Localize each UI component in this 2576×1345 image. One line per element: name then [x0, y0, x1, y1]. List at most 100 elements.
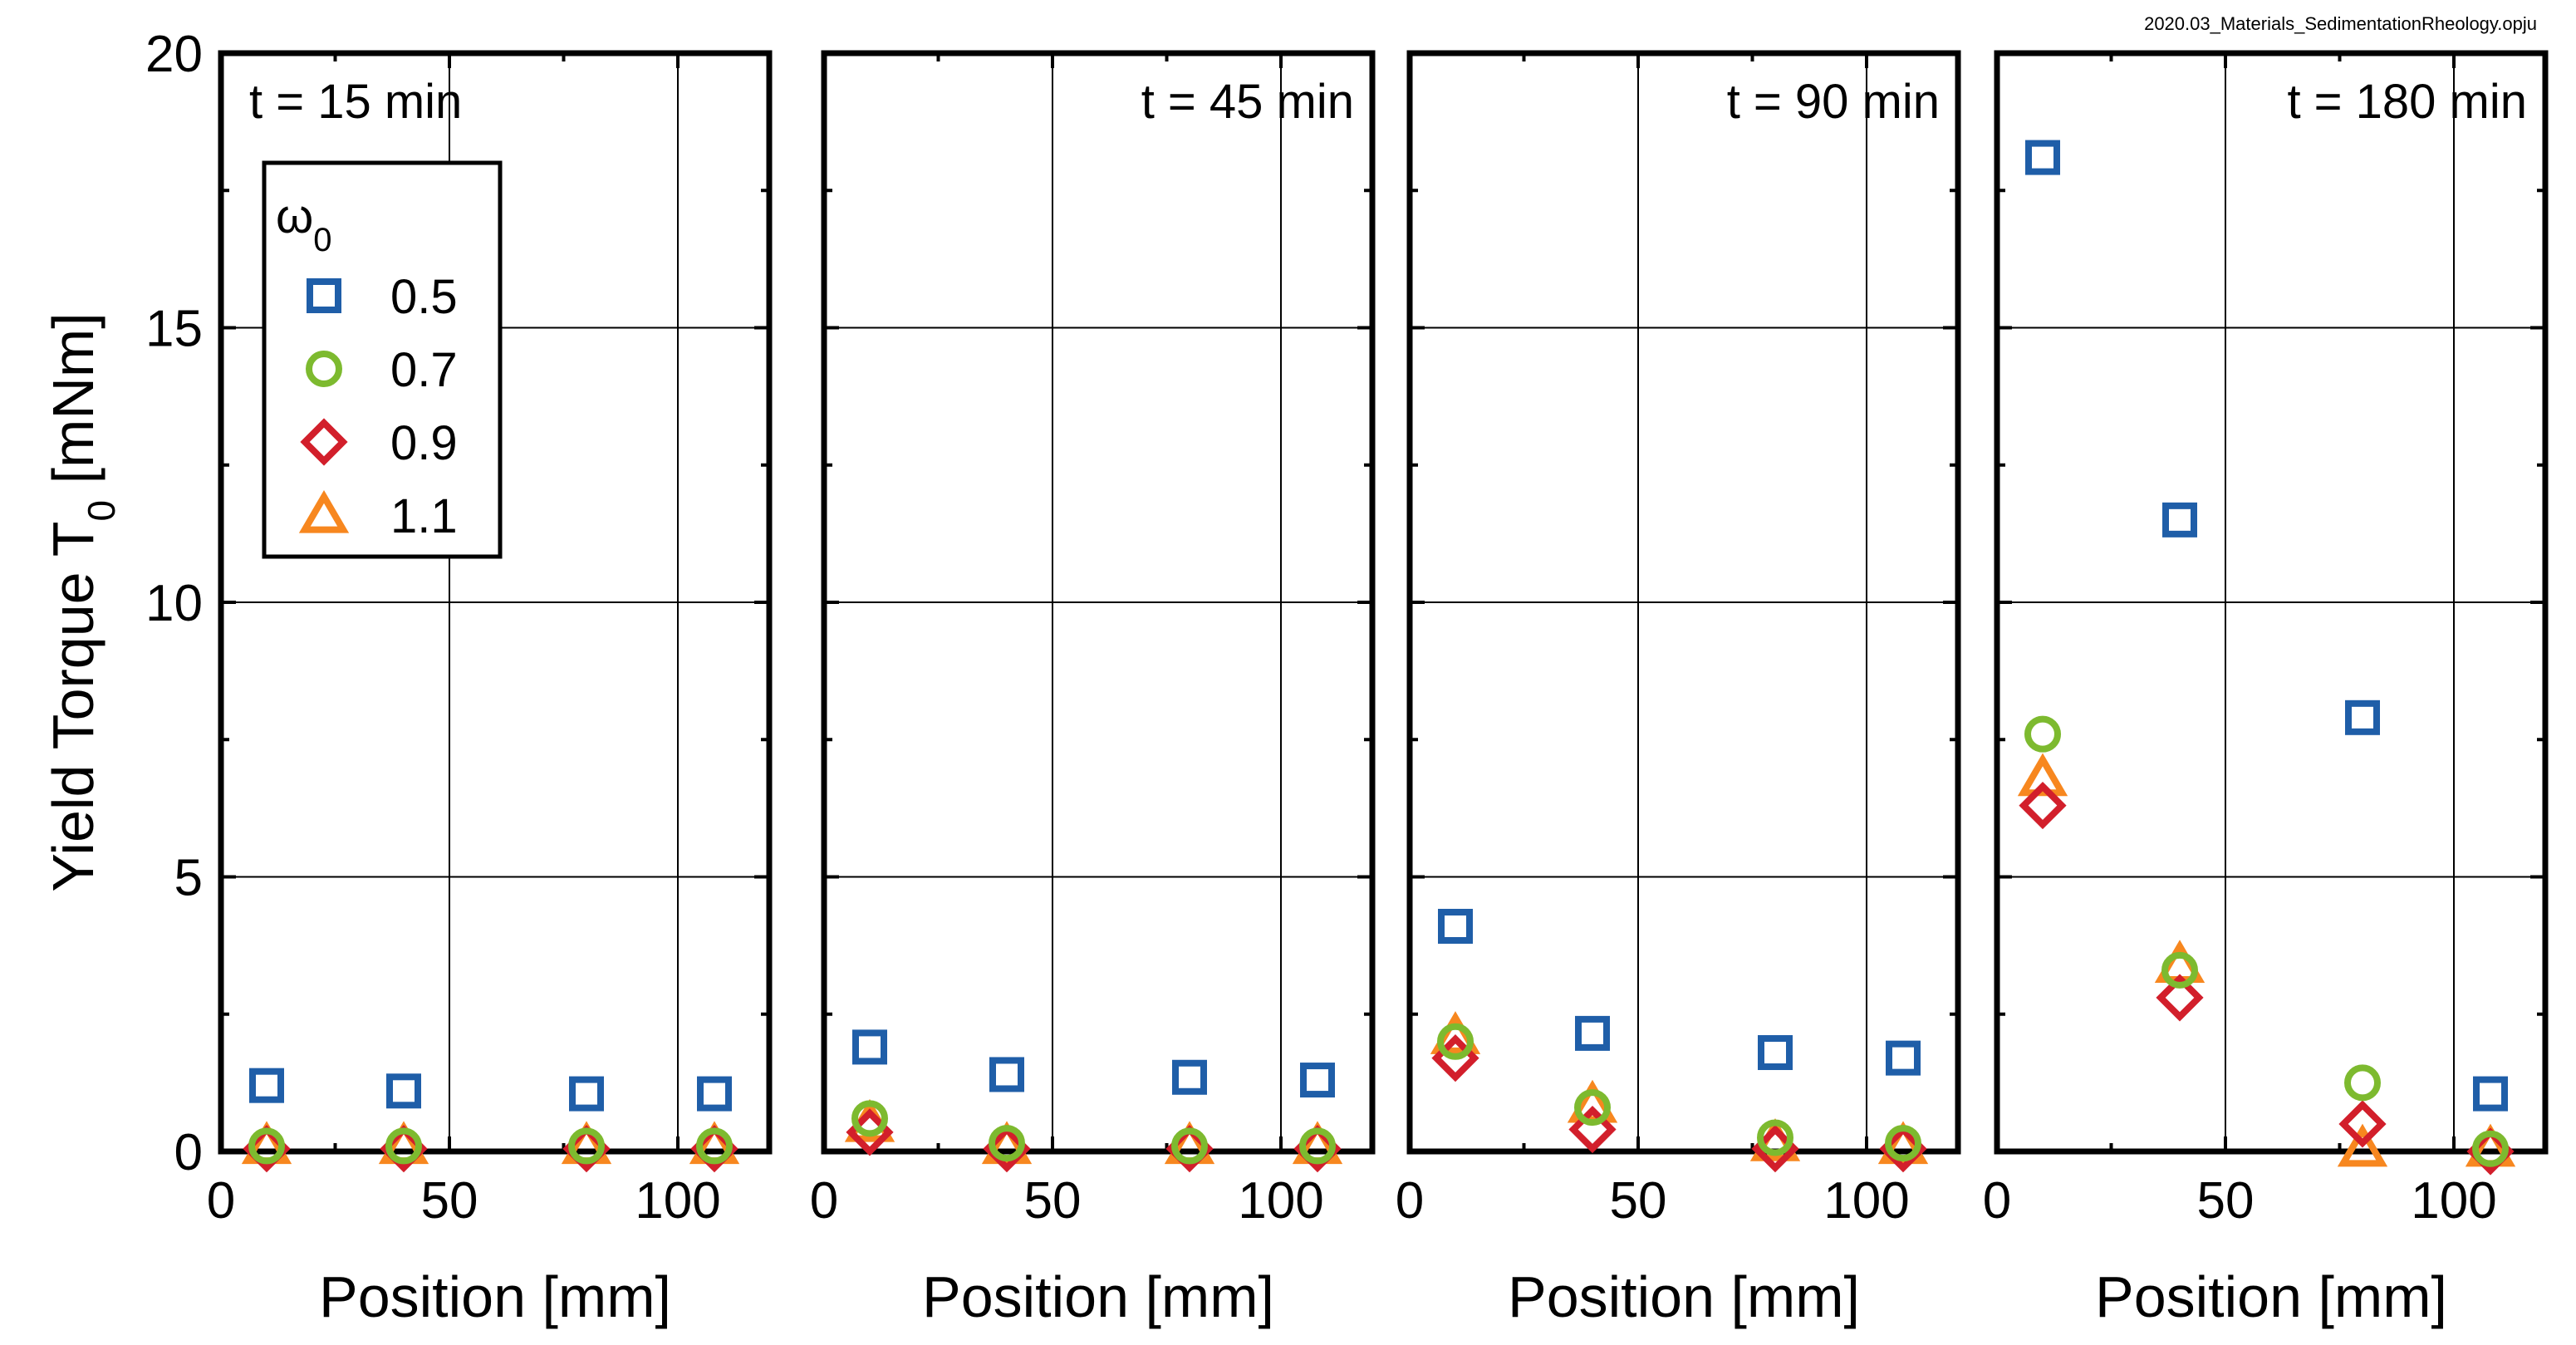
data-point	[989, 1125, 1025, 1162]
data-point	[386, 1073, 421, 1109]
plot-frame	[1406, 50, 1961, 1155]
legend-label: 0.9	[390, 416, 458, 470]
legend-marker	[306, 351, 342, 387]
series-0_5	[1438, 908, 1921, 1076]
series-0_7	[2024, 715, 2509, 1167]
data-point	[1568, 1105, 1617, 1154]
series-0_7	[851, 1100, 1336, 1165]
plot-frame	[1994, 50, 2549, 1155]
panel-label: t = 90 min	[1727, 75, 1940, 129]
x-tick-label: 0	[810, 1172, 838, 1230]
x-axis-title: Position [mm]	[2095, 1264, 2447, 1329]
data-point	[1171, 1127, 1208, 1165]
x-tick-label: 50	[1024, 1172, 1082, 1230]
chart-panels: 0 50 100 0 5 10 15 20 Position [mm] t = 15 min 0 50…	[145, 26, 2549, 1329]
panel-4: 0 50 100 Position [mm] t = 180 min	[1983, 50, 2549, 1329]
x-tick-label: 0	[207, 1172, 235, 1230]
x-tick-label: 0	[1983, 1172, 2011, 1230]
data-point	[1885, 1125, 1921, 1162]
panel-label: t = 45 min	[1141, 75, 1354, 129]
data-point	[2344, 1064, 2381, 1102]
data-point	[1758, 1035, 1793, 1071]
panel-1: 0 50 100 0 5 10 15 20 Position [mm] t = 15 min	[145, 26, 773, 1329]
data-point	[2337, 1123, 2388, 1167]
x-axis-title: Position [mm]	[1508, 1264, 1860, 1329]
data-point	[1172, 1059, 1207, 1095]
legend-label: 0.7	[390, 343, 458, 397]
panel-3: 0 50 100 Position [mm] t = 90 min	[1396, 50, 1961, 1329]
legend-title: ω0	[276, 189, 332, 258]
data-point	[2472, 1130, 2509, 1167]
series-1_1	[1430, 1011, 1929, 1165]
data-point	[1886, 1040, 1921, 1076]
data-point	[569, 1076, 604, 1112]
series-0_9	[1431, 1034, 1927, 1173]
y-axis-title-text: Yield Torque T0 [mNm]	[41, 312, 123, 891]
plot-frame	[218, 50, 773, 1155]
x-tick-label: 100	[635, 1172, 720, 1230]
y-tick-label: 5	[174, 850, 203, 907]
data-point	[2025, 140, 2060, 175]
data-point	[2338, 1100, 2387, 1148]
data-point	[2345, 699, 2380, 735]
panel-label: t = 15 min	[249, 75, 462, 129]
series-0_9	[2019, 781, 2515, 1176]
series-0_7	[1437, 1023, 1921, 1162]
y-tick-label: 0	[174, 1124, 203, 1181]
y-axis-title: Yield Torque T0 [mNm]	[41, 312, 123, 891]
x-tick-label: 50	[2197, 1172, 2255, 1230]
y-title-main: Yield Torque T	[41, 521, 105, 891]
series-0_5	[852, 1029, 1335, 1098]
y-title-unit: [mNm]	[41, 312, 105, 500]
data-point	[697, 1076, 732, 1112]
data-point	[1574, 1089, 1611, 1127]
x-tick-label: 100	[1823, 1172, 1909, 1230]
data-point	[2017, 753, 2068, 797]
data-point	[385, 1127, 422, 1165]
legend-marker	[298, 489, 350, 533]
legend-box	[262, 160, 503, 559]
data-point	[1437, 1023, 1474, 1060]
data-point	[2162, 502, 2197, 538]
legend-marker	[307, 278, 341, 313]
data-point	[249, 1068, 284, 1103]
x-tick-label: 100	[2411, 1172, 2496, 1230]
data-point	[989, 1057, 1024, 1092]
series-1_1	[2017, 753, 2516, 1167]
data-point	[2473, 1076, 2508, 1112]
series-0_9	[846, 1108, 1342, 1173]
legend-label: 0.5	[390, 270, 458, 324]
data-point	[1300, 1063, 1335, 1098]
data-point	[2156, 974, 2204, 1022]
plot-frame	[821, 50, 1376, 1155]
x-tick-label: 0	[1396, 1172, 1424, 1230]
legend: ω0 0.5 0.7 0.9 1.1	[262, 160, 503, 559]
data-point	[1299, 1127, 1336, 1165]
panel-label: t = 180 min	[2287, 75, 2527, 129]
series-0_7	[248, 1127, 733, 1165]
data-point	[1757, 1119, 1793, 1156]
series-1_1	[241, 1121, 740, 1165]
file-label: 2020.03_Materials_SedimentationRheology.…	[2144, 13, 2537, 34]
data-point	[2161, 951, 2198, 989]
x-tick-label: 50	[421, 1172, 478, 1230]
legend-marker	[300, 418, 348, 466]
y-tick-label: 15	[145, 301, 203, 358]
data-point	[248, 1127, 285, 1165]
series-0_5	[2025, 140, 2508, 1112]
y-title-sub: 0	[80, 500, 123, 522]
data-point	[851, 1100, 888, 1137]
data-point	[1438, 908, 1473, 944]
data-point	[1575, 1015, 1610, 1051]
data-point	[696, 1127, 733, 1165]
x-axis-title: Position [mm]	[319, 1264, 671, 1329]
data-point	[2024, 715, 2061, 753]
data-point	[2019, 781, 2067, 830]
data-point	[568, 1127, 605, 1165]
panel-2: 0 50 100 Position [mm] t = 45 min	[810, 50, 1376, 1329]
data-point	[852, 1029, 887, 1065]
x-tick-label: 50	[1610, 1172, 1667, 1230]
x-axis-title: Position [mm]	[922, 1264, 1274, 1329]
x-tick-label: 100	[1238, 1172, 1323, 1230]
series-0_5	[249, 1068, 732, 1112]
